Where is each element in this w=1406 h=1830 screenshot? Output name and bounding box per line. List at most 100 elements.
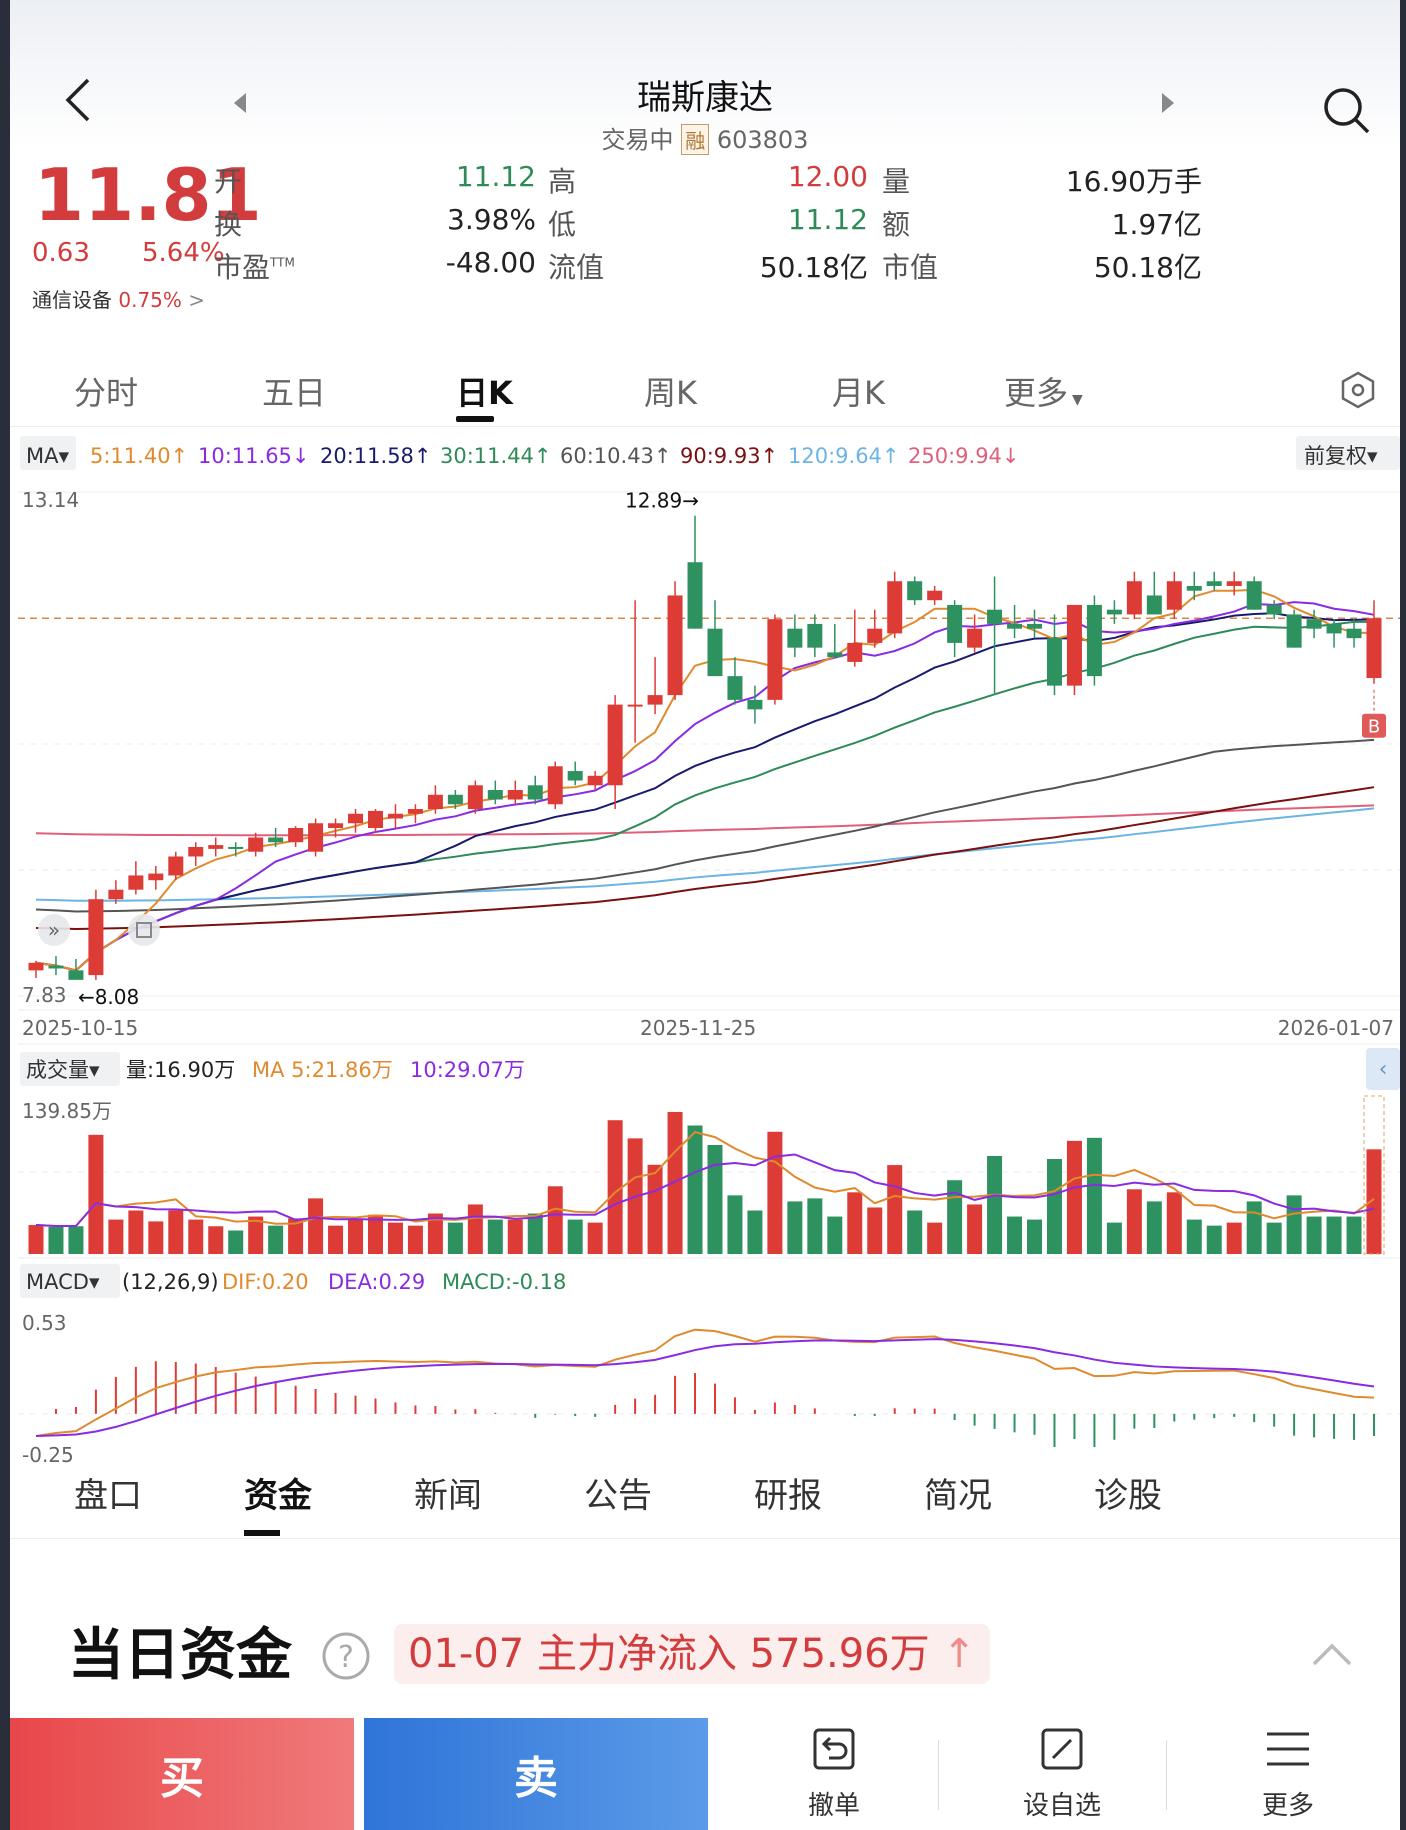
candle-body	[627, 704, 643, 707]
ma250-line	[35, 804, 1375, 837]
volume-bar	[48, 1226, 64, 1254]
candle-body	[108, 889, 124, 900]
candle-body	[168, 856, 184, 876]
volume-bar	[487, 1219, 503, 1254]
volume-bar	[1086, 1137, 1102, 1254]
date-label-mid: 2025-11-25	[640, 1016, 756, 1040]
volume-bar	[567, 1219, 583, 1254]
macd-value: MACD:-0.18	[442, 1270, 566, 1294]
volume-bar	[288, 1218, 304, 1254]
more-menu-button[interactable]: 更多	[1208, 1726, 1368, 1822]
ma20-line	[35, 612, 1375, 972]
volume-bar	[88, 1134, 104, 1254]
candle-body	[1206, 581, 1222, 586]
stock-code: 603803	[716, 126, 809, 154]
collapse-panel-button[interactable]	[1366, 1048, 1400, 1090]
search-icon[interactable]	[1322, 86, 1372, 136]
sell-button[interactable]: 卖	[364, 1718, 708, 1830]
tab-5[interactable]: 更多 ▼	[1004, 374, 1083, 412]
settings-hexagon-icon[interactable]	[1338, 370, 1378, 410]
volume-label: 成交量▾	[26, 1058, 100, 1082]
subtab-3[interactable]: 公告	[584, 1476, 652, 1516]
fund-title: 当日资金	[68, 1623, 292, 1688]
price-change: 0.63	[32, 238, 90, 268]
next-stock-icon[interactable]	[1160, 92, 1176, 114]
volume-bar	[1007, 1216, 1023, 1254]
subtab-4[interactable]: 研报	[754, 1476, 822, 1516]
candle-body	[687, 562, 703, 629]
subtab-6[interactable]: 诊股	[1094, 1476, 1162, 1516]
stock-subtitle: 交易中 融 603803	[10, 120, 1400, 155]
subtab-0[interactable]: 盘口	[74, 1476, 142, 1516]
volume-bar	[607, 1120, 623, 1254]
volume-bar	[248, 1216, 264, 1254]
subtab-1[interactable]: 资金	[244, 1476, 312, 1516]
help-icon[interactable]: ?	[320, 1630, 372, 1682]
double-chevron-icon: »	[48, 918, 60, 942]
volume-bar	[1326, 1216, 1342, 1254]
add-watchlist-button[interactable]: 设自选	[982, 1726, 1142, 1822]
expand-left-button[interactable]	[38, 914, 70, 946]
volume-ma5: MA 5:21.86万	[252, 1058, 393, 1082]
kline-chart[interactable]: MA▾ 5:11.40↑ 10:11.65↓ 20:11.58↑ 30:11.44↑ 60…	[10, 430, 1400, 1465]
back-icon[interactable]	[58, 76, 98, 126]
chevron-right-icon: >	[188, 288, 206, 312]
candle-body	[1126, 581, 1142, 615]
adjust-selector[interactable]	[1296, 436, 1400, 470]
subtab-2[interactable]: 新闻	[414, 1476, 482, 1516]
collapse-chevron-icon[interactable]	[1310, 1638, 1354, 1668]
macd-selector[interactable]	[20, 1264, 120, 1298]
buy-button[interactable]: 买	[10, 1718, 354, 1830]
stock-name: 瑞斯康达	[637, 78, 773, 118]
candle-body	[248, 837, 264, 852]
macd-max-label: 0.53	[22, 1311, 67, 1335]
volume-bar	[747, 1210, 763, 1254]
macd-params: (12,26,9)	[122, 1270, 219, 1294]
prev-stock-icon[interactable]	[232, 92, 248, 114]
date-label-end: 2026-01-07	[1278, 1016, 1394, 1040]
tab-4[interactable]: 月K	[832, 374, 885, 412]
tab-0[interactable]: 分时	[74, 374, 139, 412]
margin-badge: 融	[681, 124, 710, 155]
fullscreen-button[interactable]	[128, 914, 160, 946]
candle-body	[1166, 581, 1182, 610]
candle-body	[28, 962, 44, 971]
macd-min-label: -0.25	[22, 1443, 74, 1465]
candle-body	[647, 695, 663, 705]
ma90-line	[35, 786, 1375, 930]
volume-bar	[188, 1219, 204, 1254]
fullscreen-icon	[136, 922, 152, 938]
subtab-5[interactable]: 简况	[924, 1476, 992, 1516]
dea-line	[35, 1338, 1375, 1437]
ttm-sup: TTM	[270, 255, 295, 270]
tab-2[interactable]: 日K	[456, 374, 513, 412]
subtab-indicator	[244, 1530, 280, 1536]
candle-body	[1066, 604, 1082, 686]
candle-body	[88, 899, 104, 976]
tab-3[interactable]: 周K	[644, 374, 697, 412]
sector-link[interactable]: 通信设备 0.75% >	[32, 284, 205, 313]
quote-value: -48.00	[445, 246, 536, 279]
selected-bar-highlight	[1363, 1095, 1385, 1255]
ma-selector[interactable]	[20, 436, 76, 470]
candle-body	[1046, 638, 1062, 686]
volume-bar	[767, 1131, 783, 1254]
sector-name: 通信设备	[32, 288, 112, 312]
quote-label-text: 开	[214, 165, 243, 198]
cancel-order-button[interactable]: 撤单	[754, 1726, 914, 1822]
volume-ma10-line	[35, 1153, 1375, 1228]
b-marker[interactable]	[1362, 713, 1386, 738]
tab-1[interactable]: 五日	[262, 374, 327, 412]
ma-value-5: 90:9.93↑	[680, 444, 778, 468]
volume-bar	[348, 1219, 364, 1254]
quote-label-text: 市值	[882, 251, 939, 284]
candle-body	[48, 965, 64, 969]
up-arrow-icon: ↑	[942, 1631, 976, 1677]
candle-body	[367, 810, 383, 828]
quote-value: 12.00	[787, 160, 868, 193]
candle-body	[807, 623, 823, 648]
date-label-start: 2025-10-15	[22, 1016, 138, 1040]
ma-value-4: 60:10.43↑	[560, 444, 672, 468]
volume-bar	[1126, 1189, 1142, 1254]
volume-selector[interactable]	[20, 1052, 120, 1086]
